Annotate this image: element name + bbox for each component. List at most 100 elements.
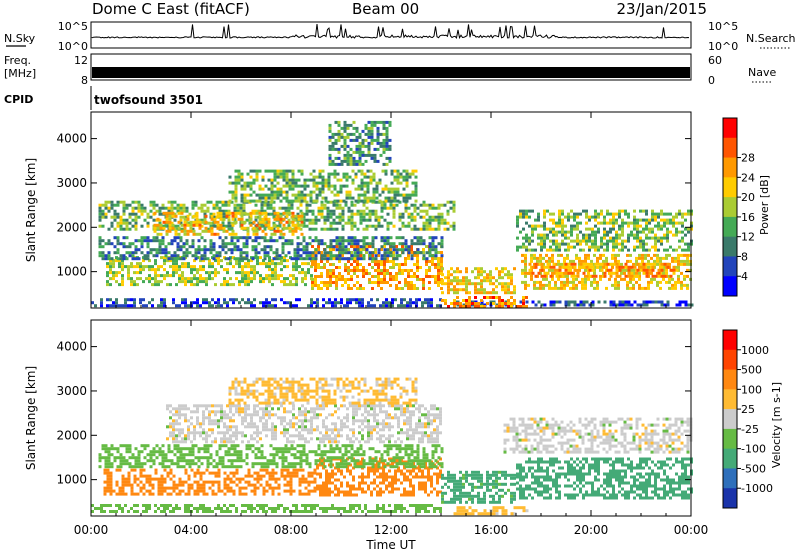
power-cell <box>573 262 577 266</box>
velocity-cell <box>151 492 155 496</box>
velocity-cell <box>157 483 161 487</box>
power-cell <box>567 271 571 275</box>
velocity-cell <box>121 486 125 490</box>
power-cell <box>106 283 109 287</box>
velocity-cell <box>328 493 331 497</box>
velocity-cell <box>400 481 403 485</box>
power-cell <box>549 303 553 307</box>
power-cell <box>234 181 238 185</box>
velocity-cell <box>211 492 215 496</box>
power-cell <box>253 265 256 269</box>
power-cell <box>513 288 516 292</box>
power-cell <box>534 227 537 231</box>
power-cell <box>510 296 513 299</box>
power-cell <box>116 224 120 228</box>
power-cell <box>122 200 126 204</box>
power-cell <box>341 206 345 210</box>
velocity-cell <box>169 468 173 472</box>
power-cell <box>447 273 450 277</box>
power-cell <box>291 169 295 173</box>
power-cell <box>522 212 525 216</box>
power-cell <box>107 257 111 261</box>
power-ytick-label: 2000 <box>56 220 87 234</box>
power-cell <box>318 193 322 197</box>
power-cell <box>204 220 208 224</box>
power-cell <box>633 248 636 252</box>
power-cell <box>127 268 130 272</box>
power-cell <box>299 203 303 207</box>
power-cell <box>413 284 416 287</box>
power-cell <box>343 156 347 160</box>
power-cell <box>334 147 338 151</box>
power-cell <box>346 156 350 160</box>
power-cell <box>671 283 674 287</box>
power-cell <box>369 178 373 182</box>
power-cell <box>621 227 624 231</box>
power-cell <box>128 212 132 216</box>
power-cell <box>354 199 358 203</box>
power-cell <box>323 254 327 258</box>
power-cell <box>228 211 232 215</box>
power-cell <box>243 181 247 185</box>
power-cell <box>368 251 372 255</box>
power-cell <box>612 271 616 275</box>
power-cell <box>382 126 386 130</box>
power-cell <box>686 259 689 263</box>
power-cell <box>680 259 683 263</box>
velocity-cell <box>208 471 212 475</box>
power-cell <box>660 274 664 278</box>
power-cell <box>552 303 556 307</box>
power-cell <box>146 221 150 225</box>
power-cell <box>370 156 374 160</box>
velocity-cell <box>340 490 343 494</box>
velocity-cell <box>409 504 412 507</box>
power-cell <box>582 300 586 304</box>
power-cell <box>524 280 527 284</box>
power-cell <box>447 285 450 289</box>
velocity-cell <box>253 486 257 490</box>
velocity-cell <box>127 471 131 475</box>
velocity-cell <box>235 468 239 472</box>
power-cell <box>384 199 388 203</box>
power-cell <box>227 257 231 261</box>
power-cell <box>576 221 579 225</box>
power-cell <box>252 190 256 194</box>
power-cell <box>104 215 108 219</box>
power-cell <box>350 239 354 243</box>
power-cell <box>314 275 317 278</box>
power-cell <box>362 275 365 278</box>
power-cell <box>639 218 642 222</box>
power-cell <box>212 242 216 246</box>
power-cell <box>663 248 666 252</box>
power-cell <box>181 280 184 284</box>
power-cell <box>113 245 117 249</box>
power-cell <box>579 300 583 304</box>
power-cell <box>588 236 591 240</box>
power-cell <box>278 206 282 210</box>
power-cell <box>446 221 450 225</box>
power-cell <box>584 280 587 284</box>
power-cell <box>371 275 374 278</box>
power-cell <box>208 274 211 278</box>
power-cell <box>193 283 196 287</box>
power-cell <box>402 169 406 173</box>
power-cell <box>621 300 625 304</box>
power-cell <box>235 271 238 275</box>
power-cell <box>353 269 356 272</box>
power-cell <box>241 271 244 275</box>
power-cell <box>316 304 319 308</box>
power-cell <box>395 287 398 290</box>
power-cell <box>410 284 413 287</box>
power-cell <box>300 220 304 224</box>
power-cell <box>614 280 617 284</box>
power-cell <box>341 275 344 278</box>
power-cell <box>236 206 240 210</box>
power-cell <box>444 276 447 280</box>
power-cell <box>594 212 597 216</box>
power-cell <box>385 144 389 148</box>
power-cell <box>184 298 187 302</box>
power-cell <box>548 256 551 260</box>
power-cell <box>591 274 595 278</box>
power-cell <box>644 253 647 257</box>
power-cell <box>261 187 265 191</box>
